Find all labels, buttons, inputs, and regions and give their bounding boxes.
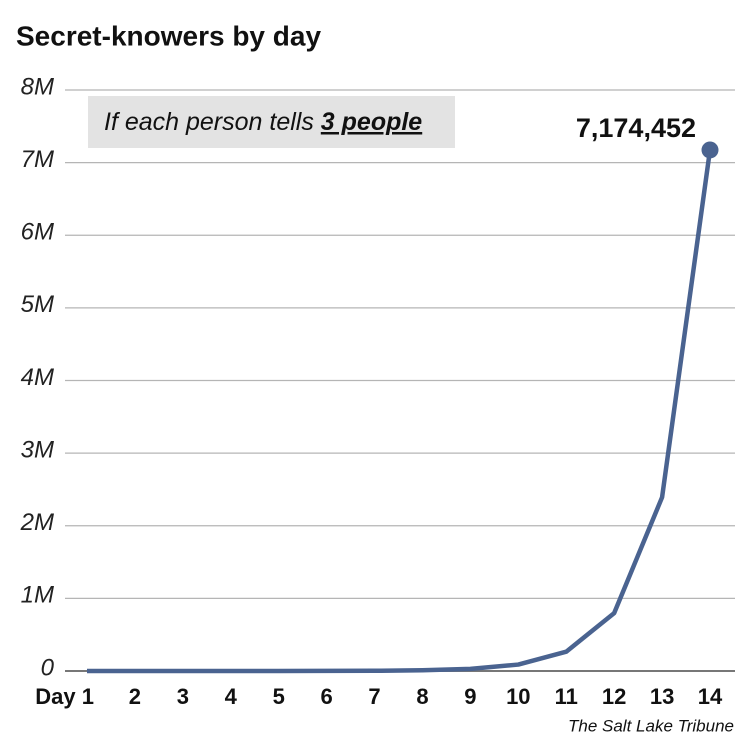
y-tick-label: 0 [41,654,55,681]
end-point [701,141,719,159]
y-tick-label: 5M [21,291,54,318]
note-text: If each person tells [104,108,314,136]
x-tick-label: 7 [368,684,380,709]
x-tick-label: 11 [555,684,578,709]
x-tick-label: 4 [225,684,238,709]
y-tick-label: 6M [21,219,54,246]
x-tick-label: 12 [602,684,626,709]
note-emphasis: 3 people [321,108,423,136]
chart-title: Secret-knowers by day [16,20,321,51]
x-tick-label: 10 [506,684,530,709]
y-tick-label: 7M [21,146,54,173]
x-tick-label: 13 [650,684,674,709]
y-tick-label: 2M [20,509,54,536]
note: If each person tells 3 people [104,108,422,136]
data-label: 7,174,452 [576,113,696,143]
line [86,149,713,674]
x-tick-label: Day 1 [35,684,94,709]
y-tick-label: 8M [21,73,54,100]
x-tick-label: 5 [273,684,285,709]
x-tick-label: 8 [416,684,428,709]
x-tick-label: 9 [464,684,476,709]
x-tick-label: 14 [698,684,723,709]
x-tick-label: 3 [177,684,189,709]
note-box [88,96,455,148]
y-tick-label: 1M [21,582,54,609]
x-tick-label: 2 [129,684,141,709]
y-tick-label: 3M [21,436,54,463]
y-tick-label: 4M [21,364,54,391]
x-tick-label: 6 [320,684,332,709]
source: The Salt Lake Tribune [568,716,734,735]
